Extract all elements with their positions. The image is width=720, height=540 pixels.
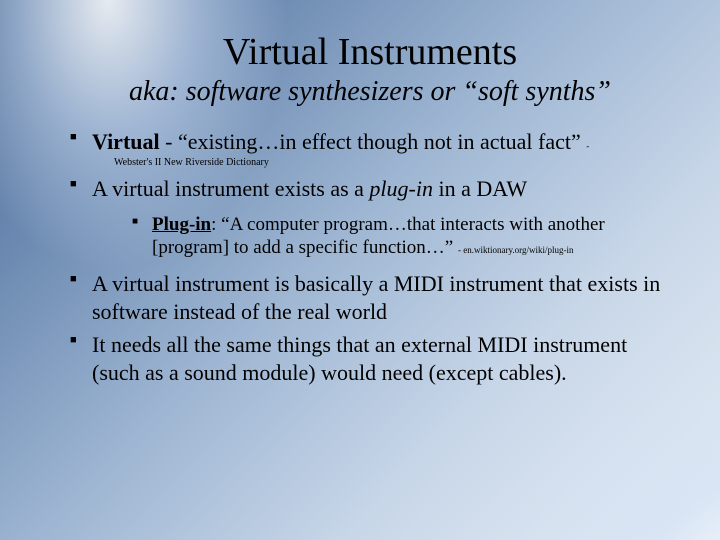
term-plugin-italic: plug-in xyxy=(369,176,433,201)
list-item: It needs all the same things that an ext… xyxy=(70,331,680,386)
term-plugin-underline: Plug-in xyxy=(152,214,211,235)
text-segment: in a DAW xyxy=(433,176,527,201)
list-item: A virtual instrument exists as a plug-in… xyxy=(70,175,680,260)
definition-text: - “existing…in effect though not in actu… xyxy=(160,129,587,154)
slide-subtitle: aka: software synthesizers or “soft synt… xyxy=(60,76,680,108)
term-virtual: Virtual xyxy=(92,129,160,154)
citation-dash: - xyxy=(586,141,589,151)
slide: Virtual Instruments aka: software synthe… xyxy=(0,0,720,540)
nested-list: Plug-in: “A computer program…that intera… xyxy=(92,213,680,261)
list-item: Virtual - “existing…in effect though not… xyxy=(70,128,680,169)
citation-source: Webster's II New Riverside Dictionary xyxy=(114,157,680,170)
bullet-list: Virtual - “existing…in effect though not… xyxy=(60,128,680,386)
list-item: Plug-in: “A computer program…that intera… xyxy=(132,213,680,261)
list-item: A virtual instrument is basically a MIDI… xyxy=(70,270,680,325)
slide-title: Virtual Instruments xyxy=(60,30,680,74)
citation-source: - en.wiktionary.org/wiki/plug-in xyxy=(458,245,573,255)
text-segment: A virtual instrument exists as a xyxy=(92,176,369,201)
